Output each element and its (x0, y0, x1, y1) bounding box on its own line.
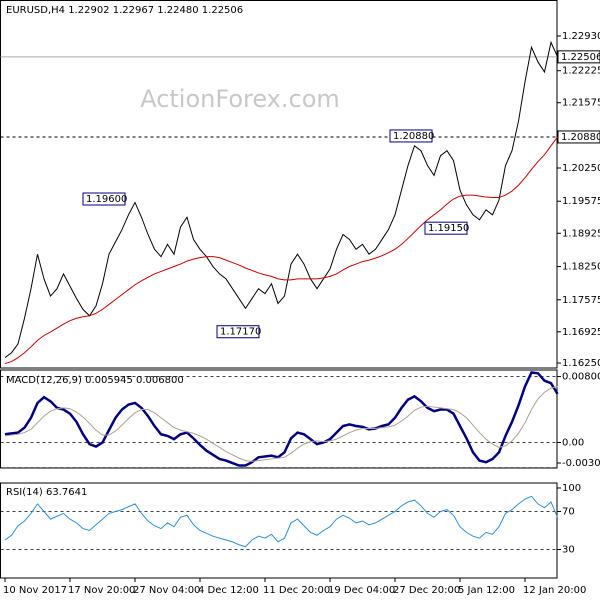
y-tick-label: 0.00800 (562, 372, 600, 383)
price-label-box (557, 130, 600, 144)
annotation-box (82, 192, 126, 206)
annotation-box (216, 325, 260, 339)
price-label-box (557, 50, 600, 64)
series-line (4, 371, 559, 467)
y-tick-label: 1.20250 (562, 163, 600, 174)
x-tick-label: 5 Jan 12:00 (458, 585, 515, 596)
y-tick-label: 1.18925 (562, 228, 600, 239)
x-tick-label: 17 Nov 20:00 (68, 585, 135, 596)
y-tick-label: 100 (562, 483, 581, 494)
y-tick-label: 1.17575 (562, 295, 600, 306)
series-line (4, 385, 558, 462)
annotation-box (389, 129, 433, 143)
annotation-label: 1.19150 (428, 223, 469, 234)
series-line (4, 495, 558, 548)
y-tick-label: 70 (562, 507, 575, 518)
series-line (4, 40, 558, 359)
price-label: 1.22506 (561, 52, 600, 63)
y-tick-label: 1.22930 (562, 31, 600, 42)
y-tick-label: -0.00307 (562, 458, 600, 469)
annotation-label: 1.20880 (393, 131, 434, 142)
x-tick-label: 12 Jan 20:00 (523, 585, 586, 596)
panel-frame (0, 0, 558, 369)
x-tick-label: 11 Dec 20:00 (263, 585, 330, 596)
annotation-label: 1.19600 (86, 194, 127, 205)
x-tick-label: 19 Dec 04:00 (328, 585, 395, 596)
chart-title: EURUSD,H4 1.22902 1.22967 1.22480 1.2250… (6, 5, 243, 16)
y-tick-label: 1.18250 (562, 262, 600, 273)
rsi-title: RSI(14) 63.7641 (6, 487, 87, 498)
x-tick-label: 10 Nov 2017 (3, 585, 67, 596)
series-line (4, 136, 558, 365)
annotation-label: 1.17170 (220, 327, 261, 338)
annotation-box (424, 221, 468, 235)
y-tick-label: 1.22225 (562, 66, 600, 77)
price-label: 1.20880 (561, 132, 600, 143)
x-tick-label: 4 Dec 12:00 (198, 585, 259, 596)
watermark: ActionForex.com (140, 85, 340, 113)
y-tick-label: 1.19575 (562, 196, 600, 207)
panel-frame (0, 482, 558, 579)
y-tick-label: 30 (562, 545, 575, 556)
macd-title: MACD(12,26,9) 0.005945 0.006800 (6, 375, 184, 386)
y-tick-label: 1.16250 (562, 358, 600, 369)
x-tick-label: 27 Dec 20:00 (393, 585, 460, 596)
y-tick-label: 1.21575 (562, 98, 600, 109)
x-tick-label: 27 Nov 04:00 (133, 585, 200, 596)
y-tick-label: 0.00 (562, 437, 584, 448)
y-tick-label: 1.16925 (562, 327, 600, 338)
